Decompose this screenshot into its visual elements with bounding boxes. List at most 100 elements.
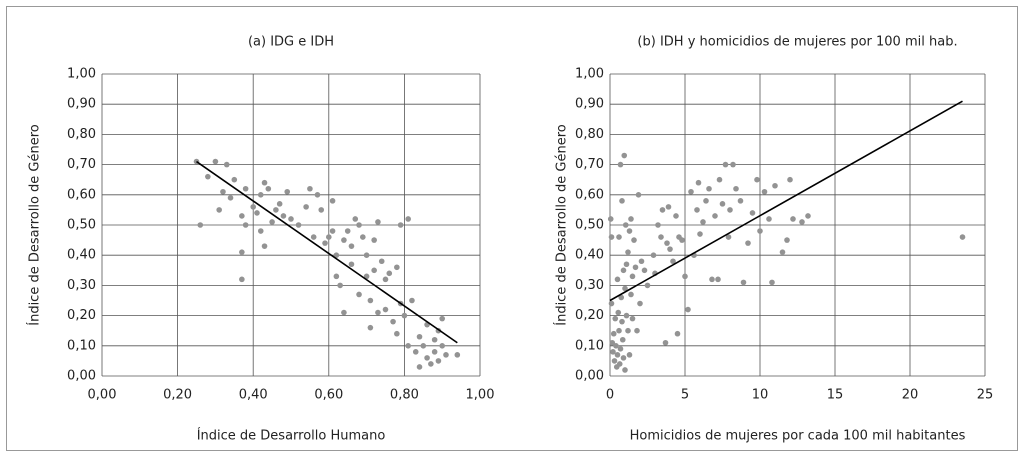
point: [367, 297, 374, 304]
point: [679, 237, 685, 243]
point: [416, 364, 423, 370]
point: [609, 339, 616, 346]
trend-line: [196, 160, 458, 344]
point: [424, 355, 430, 361]
x-axis-label: Homicidios de mujeres por cada 100 mil h…: [630, 429, 966, 444]
point: [619, 336, 626, 343]
point: [664, 240, 670, 246]
point: [626, 352, 633, 358]
point: [715, 276, 721, 283]
point: [394, 330, 400, 337]
point: [269, 219, 275, 225]
point: [730, 161, 736, 168]
x-tick-label: 5: [681, 388, 689, 403]
frame: [6, 6, 1018, 451]
point: [405, 343, 411, 349]
point: [637, 300, 643, 307]
point: [205, 173, 211, 180]
chart-title: (a) IDG e IDH: [248, 35, 334, 50]
y-tick-label: 0,90: [67, 97, 96, 112]
point: [628, 291, 634, 298]
point: [959, 234, 966, 240]
point: [620, 267, 627, 274]
point: [356, 291, 362, 298]
y-tick-label: 0,30: [67, 278, 96, 293]
x-tick-label: 0,20: [163, 388, 192, 403]
point: [341, 309, 347, 316]
point: [740, 279, 747, 286]
y-tick-label: 0,50: [575, 218, 604, 233]
point: [416, 333, 423, 340]
point: [700, 219, 706, 225]
point: [375, 309, 381, 316]
point: [716, 176, 723, 183]
point: [712, 213, 718, 219]
y-axis-label: Índice de Desarrollo de Género: [27, 124, 43, 326]
point: [784, 237, 790, 243]
point: [363, 252, 370, 258]
y-tick-label: 0,70: [67, 157, 96, 172]
point: [805, 213, 811, 219]
point: [254, 210, 260, 216]
chart-title: (b) IDH y homicidios de mujeres por 100 …: [637, 35, 957, 50]
point: [356, 222, 362, 228]
point: [623, 312, 630, 319]
point: [641, 267, 648, 274]
point: [682, 273, 688, 280]
point: [428, 361, 434, 367]
point: [610, 349, 616, 355]
point: [371, 237, 377, 243]
x-tick-label: 1,00: [466, 388, 495, 403]
point: [394, 264, 400, 271]
point: [667, 246, 673, 252]
point: [658, 234, 664, 240]
point: [697, 231, 703, 237]
y-tick-label: 0,90: [575, 97, 604, 112]
point: [242, 185, 249, 192]
point: [655, 222, 661, 228]
point: [621, 152, 628, 159]
point: [265, 185, 272, 192]
point: [273, 207, 279, 213]
point: [454, 352, 461, 358]
point: [619, 198, 625, 204]
point: [694, 207, 700, 213]
point: [329, 198, 336, 204]
point: [607, 216, 614, 222]
x-tick-label: 0,00: [88, 388, 117, 403]
point: [329, 228, 336, 234]
x-tick-label: 25: [977, 388, 994, 403]
point: [616, 361, 623, 367]
point: [631, 237, 637, 243]
point: [397, 222, 404, 228]
point: [295, 222, 302, 228]
point: [284, 188, 291, 195]
point: [620, 355, 627, 361]
point: [439, 315, 446, 322]
point: [766, 216, 772, 222]
point: [619, 318, 625, 325]
point: [727, 207, 733, 213]
point: [799, 219, 805, 225]
point: [617, 346, 624, 352]
point: [431, 336, 438, 343]
point: [670, 258, 676, 265]
point: [250, 204, 256, 210]
point: [314, 192, 321, 198]
y-tick-label: 0,30: [575, 278, 604, 293]
point: [307, 185, 313, 192]
point: [685, 306, 691, 313]
y-tick-label: 0,80: [67, 127, 96, 142]
point: [341, 237, 347, 243]
point: [616, 234, 622, 240]
point: [625, 249, 631, 255]
x-tick-label: 0,80: [390, 388, 419, 403]
point: [612, 315, 619, 322]
point: [709, 276, 715, 283]
point: [688, 188, 694, 195]
point: [673, 213, 679, 219]
x-tick-label: 0: [606, 388, 614, 403]
y-tick-label: 0,70: [575, 157, 604, 172]
point: [790, 216, 796, 222]
point: [348, 243, 355, 249]
